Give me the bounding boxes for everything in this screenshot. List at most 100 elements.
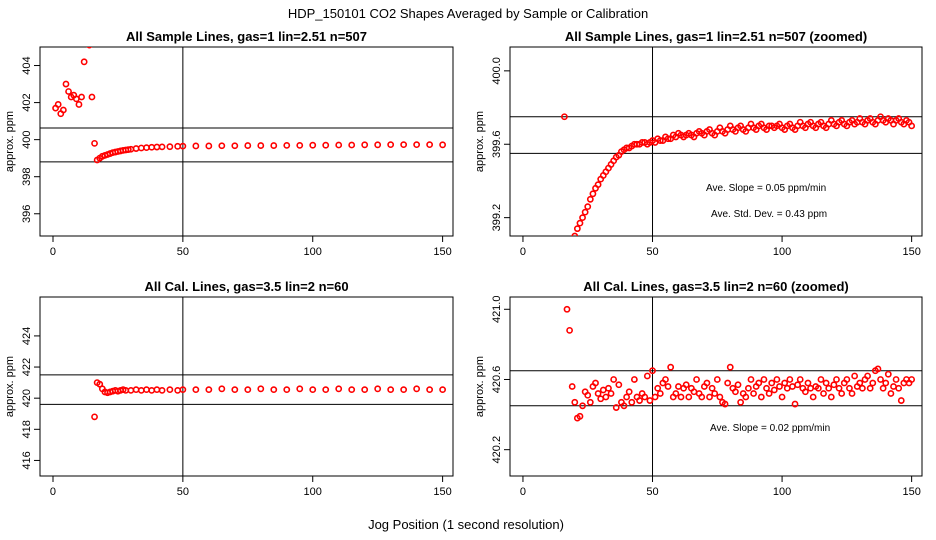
data-point bbox=[835, 384, 843, 392]
data-point bbox=[664, 383, 672, 390]
data-point bbox=[88, 93, 96, 101]
y-axis-label: approx. ppm bbox=[4, 356, 16, 417]
data-point bbox=[615, 381, 623, 389]
x-tick-label: 100 bbox=[773, 486, 791, 498]
data-point bbox=[827, 393, 835, 401]
data-point bbox=[656, 137, 664, 144]
data-point bbox=[703, 379, 711, 387]
data-point bbox=[270, 386, 278, 394]
data-point bbox=[892, 376, 900, 383]
data-point bbox=[649, 367, 656, 375]
data-point bbox=[677, 393, 685, 401]
data-point bbox=[91, 413, 98, 421]
data-point bbox=[205, 386, 213, 394]
data-point bbox=[579, 402, 586, 410]
y-tick-label: 400 bbox=[21, 130, 33, 148]
data-point bbox=[605, 384, 612, 392]
data-point bbox=[218, 142, 226, 150]
data-point bbox=[651, 393, 659, 401]
data-point bbox=[897, 397, 905, 404]
chart-title: All Cal. Lines, gas=3.5 lin=2 n=60 (zoom… bbox=[583, 279, 849, 294]
data-point bbox=[137, 386, 145, 394]
data-point bbox=[561, 113, 568, 121]
data-point bbox=[567, 241, 572, 246]
y-tick-label: 396 bbox=[21, 205, 33, 223]
data-point bbox=[804, 379, 812, 387]
data-point bbox=[566, 326, 573, 334]
data-point bbox=[636, 397, 643, 404]
data-point bbox=[132, 386, 140, 394]
stat-annotation: Ave. Std. Dev. = 0.43 ppm bbox=[711, 209, 827, 220]
data-point bbox=[814, 384, 822, 392]
data-point bbox=[747, 376, 755, 383]
data-point bbox=[361, 386, 369, 394]
data-point bbox=[80, 58, 88, 66]
data-point bbox=[568, 383, 576, 390]
x-tick-label: 150 bbox=[433, 486, 451, 498]
data-point bbox=[563, 305, 571, 313]
data-point bbox=[283, 386, 291, 394]
data-point bbox=[859, 384, 866, 392]
x-tick-label: 150 bbox=[433, 246, 451, 258]
data-point bbox=[59, 106, 67, 114]
data-point bbox=[589, 190, 597, 198]
data-point bbox=[426, 141, 434, 149]
y-tick-label: 400.0 bbox=[491, 57, 503, 85]
data-point bbox=[877, 376, 884, 383]
data-point bbox=[231, 142, 239, 150]
data-point bbox=[744, 384, 752, 392]
data-point bbox=[662, 376, 669, 383]
x-tick-label: 100 bbox=[304, 246, 322, 258]
data-point bbox=[879, 384, 887, 392]
data-point bbox=[656, 390, 664, 397]
data-point bbox=[296, 141, 304, 149]
x-tick-label: 0 bbox=[520, 246, 526, 258]
data-point bbox=[571, 232, 579, 236]
plot-frame bbox=[509, 46, 923, 237]
data-point bbox=[166, 386, 174, 394]
y-tick-label: 404 bbox=[21, 56, 33, 74]
y-tick-label: 398 bbox=[21, 168, 33, 186]
data-point bbox=[192, 386, 200, 394]
data-point bbox=[765, 390, 773, 397]
data-point bbox=[86, 47, 93, 49]
data-point bbox=[179, 142, 187, 150]
data-point bbox=[773, 376, 781, 383]
data-point bbox=[778, 393, 786, 401]
data-point bbox=[755, 379, 763, 387]
data-point bbox=[734, 381, 742, 389]
data-point bbox=[231, 386, 239, 394]
data-point bbox=[322, 386, 330, 394]
data-point bbox=[309, 386, 317, 394]
data-point bbox=[584, 203, 592, 211]
x-tick-label: 0 bbox=[50, 246, 56, 258]
data-points bbox=[91, 379, 447, 421]
data-point bbox=[205, 142, 213, 150]
data-point bbox=[570, 237, 575, 242]
data-point bbox=[610, 376, 618, 383]
data-point bbox=[374, 385, 382, 393]
stat-annotation: Ave. Slope = 0.05 ppm/min bbox=[706, 183, 826, 194]
data-point bbox=[127, 386, 135, 394]
plot-frame bbox=[39, 46, 454, 237]
data-point bbox=[244, 386, 252, 394]
data-points bbox=[563, 305, 916, 422]
data-point bbox=[283, 141, 291, 149]
data-point bbox=[573, 225, 581, 233]
data-points bbox=[52, 47, 447, 164]
data-point bbox=[882, 379, 890, 387]
data-point bbox=[623, 393, 631, 401]
data-point bbox=[672, 390, 680, 397]
data-point bbox=[218, 385, 226, 393]
x-tick-label: 100 bbox=[304, 486, 322, 498]
data-point bbox=[192, 142, 200, 150]
data-point bbox=[711, 390, 719, 397]
data-point bbox=[895, 384, 903, 392]
data-point bbox=[833, 376, 840, 383]
data-point bbox=[179, 386, 187, 394]
data-point bbox=[726, 363, 734, 371]
data-point bbox=[801, 388, 809, 396]
data-point bbox=[576, 412, 584, 420]
data-point bbox=[62, 80, 70, 88]
y-tick-label: 421.0 bbox=[491, 296, 503, 324]
